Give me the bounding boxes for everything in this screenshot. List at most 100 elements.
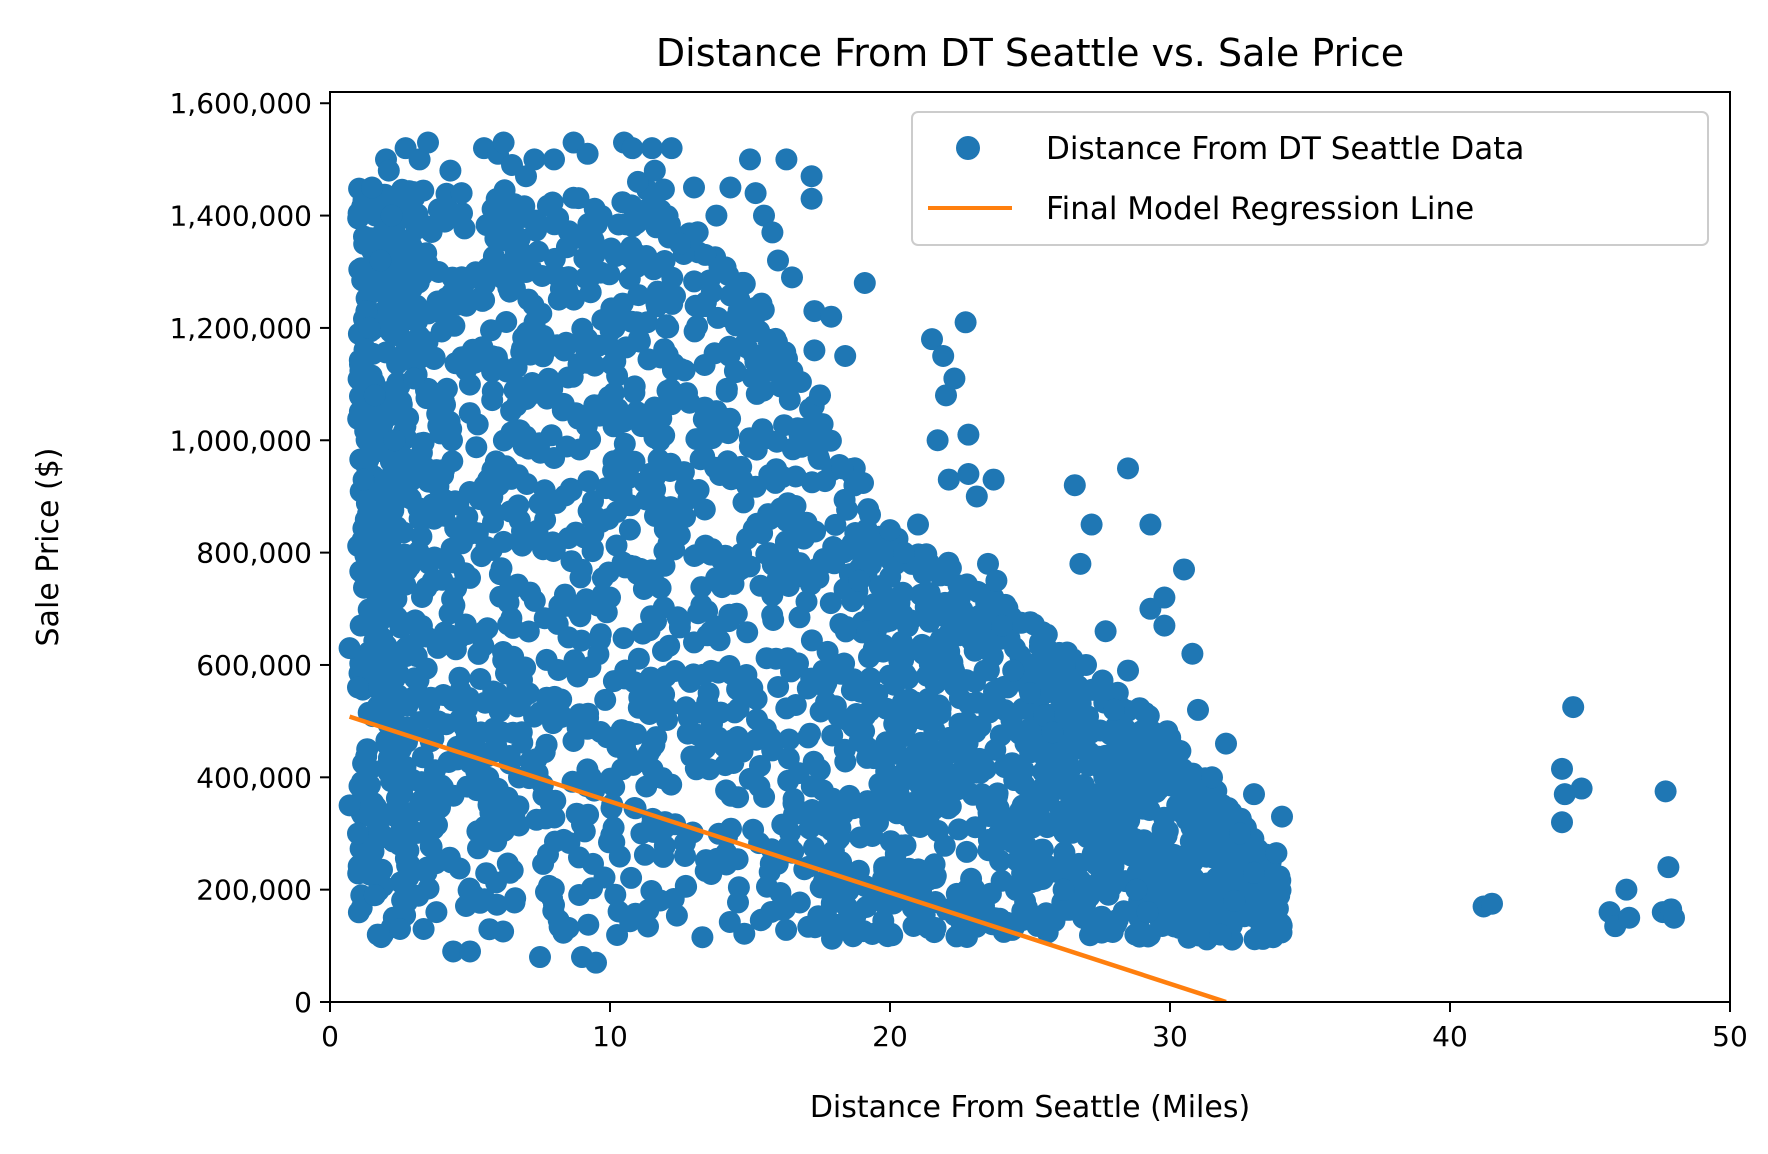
scatter-point [1117,457,1139,480]
regression-series [348,714,1227,1002]
scatter-point [358,316,381,339]
scatter-point [834,345,857,368]
y-tick-label: 1,000,000 [169,424,312,457]
plot-frame [329,91,1731,1003]
scatter-point [1153,614,1176,637]
scatter-point [1069,552,1092,575]
scatter-point [347,822,369,845]
scatter-point [627,170,649,193]
scatter-point [820,305,843,328]
scatter-point [543,148,565,171]
scatter-point [338,637,361,660]
scatter-point [1103,698,1125,721]
scatter-point [1570,777,1593,800]
scatter-point [744,182,767,205]
scatter-point [363,384,386,407]
scatter-point [363,884,386,907]
scatter-point [1187,698,1209,721]
scatter-point [442,940,465,963]
scatter-point [982,468,1005,491]
scatter-point [369,249,392,272]
scatter-point [1094,620,1117,643]
scatter-point [576,142,599,165]
x-axis: 0 10 20 30 40 50 [321,1002,1748,1053]
scatter-point [1265,842,1288,865]
scatter-point [1481,892,1503,915]
x-tick-label: 50 [1712,1020,1748,1053]
scatter-point [523,148,546,171]
scatter-point [1080,513,1103,536]
x-tick-label: 40 [1432,1020,1468,1053]
legend-label-line: Final Model Regression Line [1046,191,1474,227]
scatter-point [739,148,761,171]
scatter-point [781,266,803,289]
scatter-point [1223,889,1246,912]
x-tick-label: 30 [1152,1020,1188,1053]
scatter-point [355,300,378,323]
scatter-point [492,131,515,154]
scatter-point [853,271,876,294]
scatter-point [694,243,717,266]
x-tick-label: 0 [321,1020,339,1053]
y-tick-label: 200,000 [196,874,312,907]
scatter-point [761,221,784,244]
scatter-point [450,182,473,205]
scatter-point [719,176,742,199]
scatter-point [1243,861,1265,884]
y-tick-label: 0 [294,986,312,1019]
scatter-point [800,187,823,210]
scatter-point [643,159,666,182]
scatter-point [775,148,798,171]
scatter-point [848,569,871,592]
scatter-point [1201,766,1223,789]
scatter-point [926,429,949,452]
scatter-point [1117,659,1139,682]
scatter-point [585,951,607,974]
scatter-point [347,676,369,699]
scatter-point [1215,732,1237,755]
scatter-point [767,249,789,272]
scatter-point [641,137,663,160]
scatter-point [529,946,551,969]
scatter-point [361,176,383,199]
point-cloud [347,177,1293,951]
scatter-point [1173,558,1195,581]
point-cloud-dots [347,177,1293,951]
scatter-point [389,917,411,940]
scatter-point [977,552,999,575]
chart-title: Distance From DT Seattle vs. Sale Price [656,31,1404,75]
y-axis-title: Sale Price ($) [31,448,66,647]
scatter-point [803,300,826,323]
scatter-point [1052,878,1075,901]
legend-label-scatter: Distance From DT Seattle Data [1046,131,1524,167]
y-tick-label: 1,400,000 [169,200,312,233]
y-tick-label: 800,000 [196,537,312,570]
scatter-point [1181,642,1204,665]
scatter-point [907,513,929,536]
scatter-point [1551,757,1573,780]
scatter-point [1553,783,1576,806]
scatter-point [403,367,425,390]
scatter-point [669,232,691,255]
scatter-point [352,468,375,491]
scatter-point [417,131,439,154]
scatter-point [1663,906,1685,929]
scatter-point [753,204,775,227]
scatter-point [965,485,988,508]
legend-box [911,111,1709,246]
scatter-point [921,328,943,351]
scatter-point [1125,878,1148,901]
y-tick-label: 600,000 [196,649,312,682]
scatter-point [991,614,1013,637]
scatter-point [515,165,537,188]
scatter-point [621,137,644,160]
scatter-point [338,794,361,817]
scatter-point [1615,878,1638,901]
legend: Distance From DT Seattle Data Final Mode… [911,111,1709,246]
scatter-point [380,204,403,227]
legend-marker-scatter [956,136,980,160]
scatter-point [1139,513,1162,536]
scatter-point [1075,653,1097,676]
regression-line [348,714,1227,1002]
scatter-point [1562,696,1585,719]
